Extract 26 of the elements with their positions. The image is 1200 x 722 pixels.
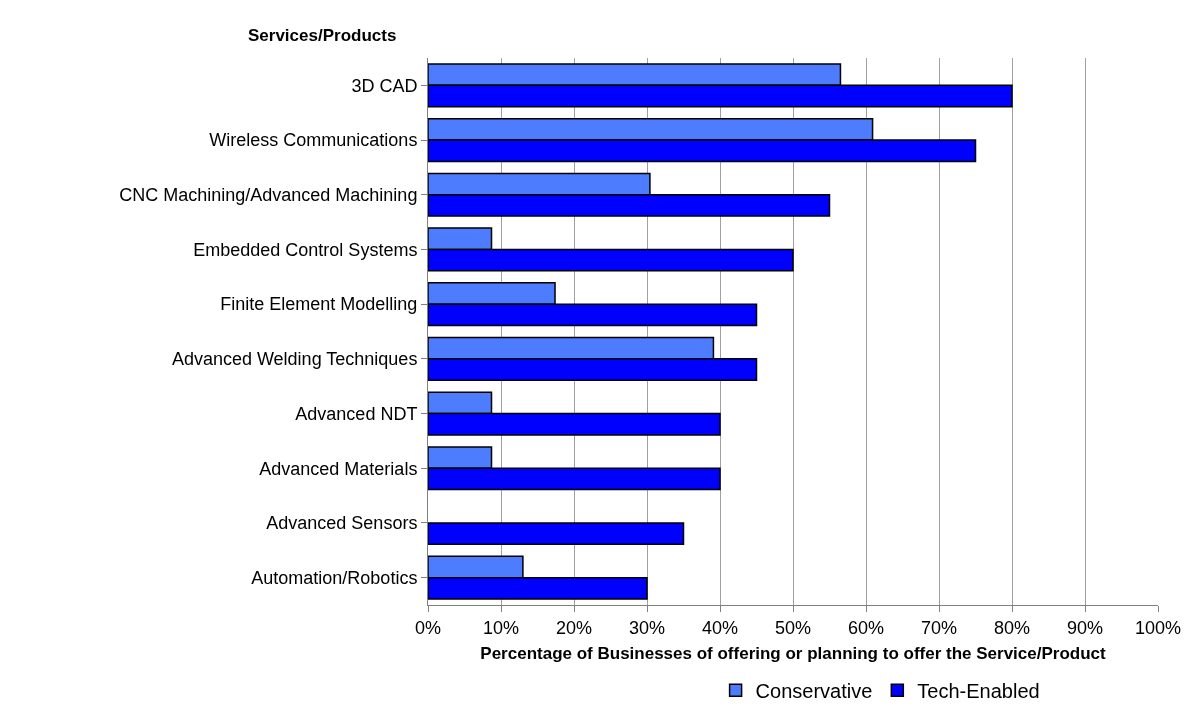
- x-tick-label: 60%: [847, 617, 885, 638]
- x-tick-label: 40%: [701, 617, 739, 638]
- y-tick-label: Advanced NDT: [295, 403, 418, 424]
- y-axis-title: Services/Products: [248, 26, 397, 45]
- x-tick-label: 80%: [993, 617, 1031, 638]
- x-tick-label: 20%: [555, 617, 593, 638]
- x-tick-label: 90%: [1066, 617, 1104, 638]
- x-tick-label: 70%: [920, 617, 958, 638]
- legend-label: Conservative: [755, 679, 873, 702]
- y-tick-label: Finite Element Modelling: [220, 294, 418, 315]
- x-tick-label: 0%: [414, 617, 442, 638]
- y-tick-label: CNC Machining/Advanced Machining: [119, 185, 418, 206]
- x-tick-label: 50%: [774, 617, 812, 638]
- y-tick-label: Embedded Control Systems: [193, 239, 418, 260]
- x-axis-title: Percentage of Businesses of offering or planning to offer the Service/Product: [480, 644, 1106, 663]
- legend-label: Tech-Enabled: [917, 679, 1040, 702]
- y-tick-label: 3D CAD: [351, 75, 418, 96]
- x-tick-label: 100%: [1134, 617, 1182, 638]
- bar: [428, 522, 685, 546]
- x-tick-label: 30%: [628, 617, 666, 638]
- y-tick-label: Advanced Sensors: [266, 513, 418, 534]
- y-tick-label: Wireless Communications: [209, 130, 418, 151]
- y-tick-label: Automation/Robotics: [251, 567, 418, 588]
- x-tick-label: 10%: [482, 617, 520, 638]
- y-tick-label: Advanced Materials: [259, 458, 418, 479]
- y-tick-label: Advanced Welding Techniques: [171, 349, 418, 370]
